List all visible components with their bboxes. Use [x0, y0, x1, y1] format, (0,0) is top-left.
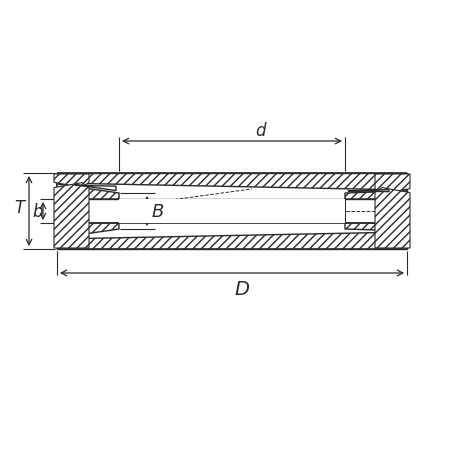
Polygon shape	[347, 190, 388, 192]
Polygon shape	[344, 191, 406, 231]
Polygon shape	[374, 174, 409, 194]
Polygon shape	[75, 185, 116, 191]
Polygon shape	[57, 185, 119, 239]
Polygon shape	[54, 183, 89, 248]
Text: D: D	[234, 280, 249, 298]
Polygon shape	[57, 184, 406, 240]
Text: B: B	[151, 202, 164, 220]
Polygon shape	[119, 200, 344, 224]
Text: T: T	[14, 199, 24, 217]
Text: d: d	[254, 122, 265, 140]
Text: b: b	[33, 202, 43, 220]
Polygon shape	[54, 174, 89, 188]
Polygon shape	[57, 174, 406, 249]
Polygon shape	[374, 188, 409, 248]
